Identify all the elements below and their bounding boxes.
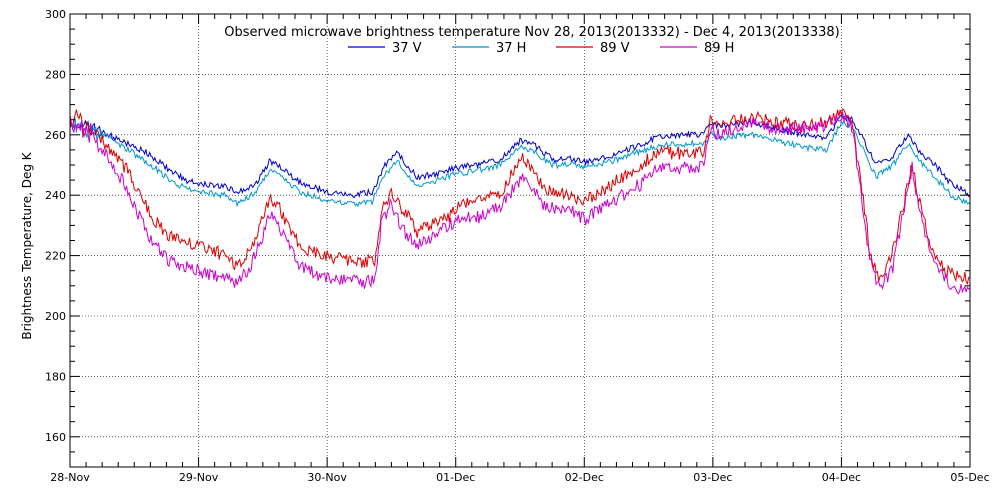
- y-axis-label: Brightness Temperature, Deg K: [20, 151, 34, 339]
- series-line-1: [69, 117, 971, 208]
- y-tick-label: 160: [45, 431, 66, 444]
- x-tick-label: 03-Dec: [693, 471, 732, 484]
- x-tick-label: 28-Nov: [50, 471, 90, 484]
- label-layer: 160 180 200 220 240 260 280 300 28-Nov 29-Nov 30-N…: [45, 8, 990, 484]
- x-tick-label: 05-Dec: [950, 471, 989, 484]
- series-layer: [69, 107, 971, 295]
- y-tick-label: 220: [45, 250, 66, 263]
- legend-label-1: 37 H: [496, 41, 526, 56]
- y-tick-label: 240: [45, 189, 66, 202]
- series-line-3: [69, 112, 971, 295]
- legend-label-3: 89 H: [704, 41, 734, 56]
- y-tick-label: 300: [45, 8, 66, 21]
- y-tick-label: 200: [45, 310, 66, 323]
- series-line-0: [69, 114, 971, 199]
- x-tick-label: 29-Nov: [179, 471, 219, 484]
- x-tick-label: 04-Dec: [822, 471, 861, 484]
- legend-label-2: 89 V: [600, 41, 630, 56]
- legend-label-0: 37 V: [392, 41, 422, 56]
- chart-title: Observed microwave brightness temperatur…: [224, 25, 839, 40]
- legend: 37 V 37 H 89 V 89 H: [348, 41, 734, 56]
- x-tick-label: 02-Dec: [565, 471, 604, 484]
- series-line-2: [69, 107, 971, 286]
- tick-layer: [69, 13, 971, 468]
- x-tick-label: 30-Nov: [307, 471, 347, 484]
- y-tick-label: 280: [45, 68, 66, 81]
- y-tick-label: 260: [45, 129, 66, 142]
- x-tick-label: 01-Dec: [436, 471, 475, 484]
- y-tick-label: 180: [45, 370, 66, 383]
